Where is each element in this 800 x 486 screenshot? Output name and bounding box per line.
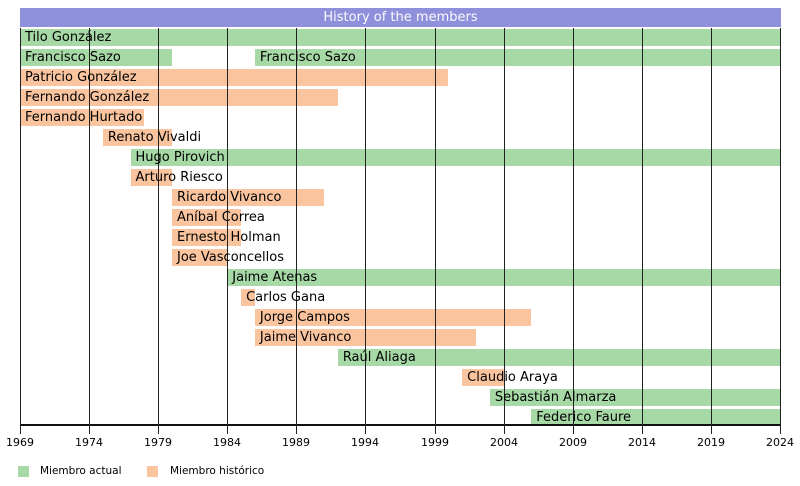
axis-tick [158,424,159,434]
member-bar [531,409,780,426]
member-name-label: Tilo González [25,30,112,45]
axis-tick-label: 1979 [144,436,172,449]
member-name-label: Claudio Araya [467,370,558,385]
member-bar [102,129,172,146]
member-name-label: Patricio González [25,70,137,85]
axis-tick [780,424,781,434]
gridline [89,28,90,424]
axis-tick [20,424,21,434]
member-name-label: Sebastián Almarza [494,390,617,405]
gridline [504,28,505,424]
member-name-label: Ricardo Vivanco [177,190,282,205]
member-name-label: Renato Vivaldi [107,130,202,145]
gridline [227,28,228,424]
axis-tick-label: 2014 [628,436,656,449]
axis-tick-label: 1974 [75,436,103,449]
axis-tick [573,424,574,434]
member-name-label: Arturo Riesco [135,170,223,185]
axis-tick [227,424,228,434]
member-name-label: Raúl Aliaga [342,350,416,365]
gridline [20,28,21,424]
axis-tick [711,424,712,434]
member-bar [130,169,172,186]
member-name-label: Hugo Pirovich [135,150,225,165]
axis-tick-label: 2004 [490,436,518,449]
axis-tick [504,424,505,434]
member-name-label: Aníbal Correa [177,210,265,225]
gridline [365,28,366,424]
legend: Miembro actual Miembro histórico [0,465,800,479]
axis-tick-label: 1989 [282,436,310,449]
member-bar [462,369,504,386]
member-bar [337,349,780,366]
member-name-label: Joe Vasconcellos [177,250,284,265]
axis-tick [365,424,366,434]
axis-tick [89,424,90,434]
member-name-label: Francisco Sazo [25,50,121,65]
member-bar [254,309,532,326]
gridline [573,28,574,424]
axis-tick-label: 2024 [766,436,794,449]
legend-swatch-historic-member [147,466,158,477]
member-bar [489,389,780,406]
legend-swatch-current-member [18,466,29,477]
gridline [435,28,436,424]
axis-tick-label: 2009 [559,436,587,449]
axis-tick-label: 1999 [421,436,449,449]
axis-tick-label: 1969 [6,436,34,449]
member-name-label: Ernesto Holman [177,230,281,245]
axis-tick [435,424,436,434]
member-name-label: Jaime Vivanco [259,330,352,345]
gridline [296,28,297,424]
axis-tick-label: 2019 [697,436,725,449]
member-bar [20,49,172,66]
member-name-label: Francisco Sazo [259,50,356,65]
member-bar [172,229,242,246]
axis-tick-label: 1984 [213,436,241,449]
member-bar [172,249,228,266]
member-bar [241,289,255,306]
chart-title: History of the members [323,10,478,25]
axis-tick-label: 1994 [351,436,379,449]
legend-label-historic-member: Miembro histórico [170,465,265,477]
gridline [158,28,159,424]
member-name-label: Jorge Campos [259,310,350,325]
member-name-label: Jaime Atenas [232,270,318,285]
axis-tick [296,424,297,434]
axis-tick [642,424,643,434]
member-name-label: Federico Faure [536,410,632,425]
member-bar [254,49,780,66]
gridline [711,28,712,424]
member-name-label: Fernando Hurtado [25,110,143,125]
member-bar [172,189,324,206]
gridline [642,28,643,424]
x-axis-line [20,424,781,426]
chart-title-bar: History of the members [20,8,781,27]
member-name-label: Fernando González [25,90,150,105]
legend-label-current-member: Miembro actual [40,465,122,477]
gridline [780,28,781,424]
member-bar [20,89,338,106]
member-bar [20,109,145,126]
member-bar [20,29,780,46]
member-bar [130,149,780,166]
member-bar [172,209,242,226]
member-bar [20,69,449,86]
member-name-label: Carlos Gana [246,290,326,305]
